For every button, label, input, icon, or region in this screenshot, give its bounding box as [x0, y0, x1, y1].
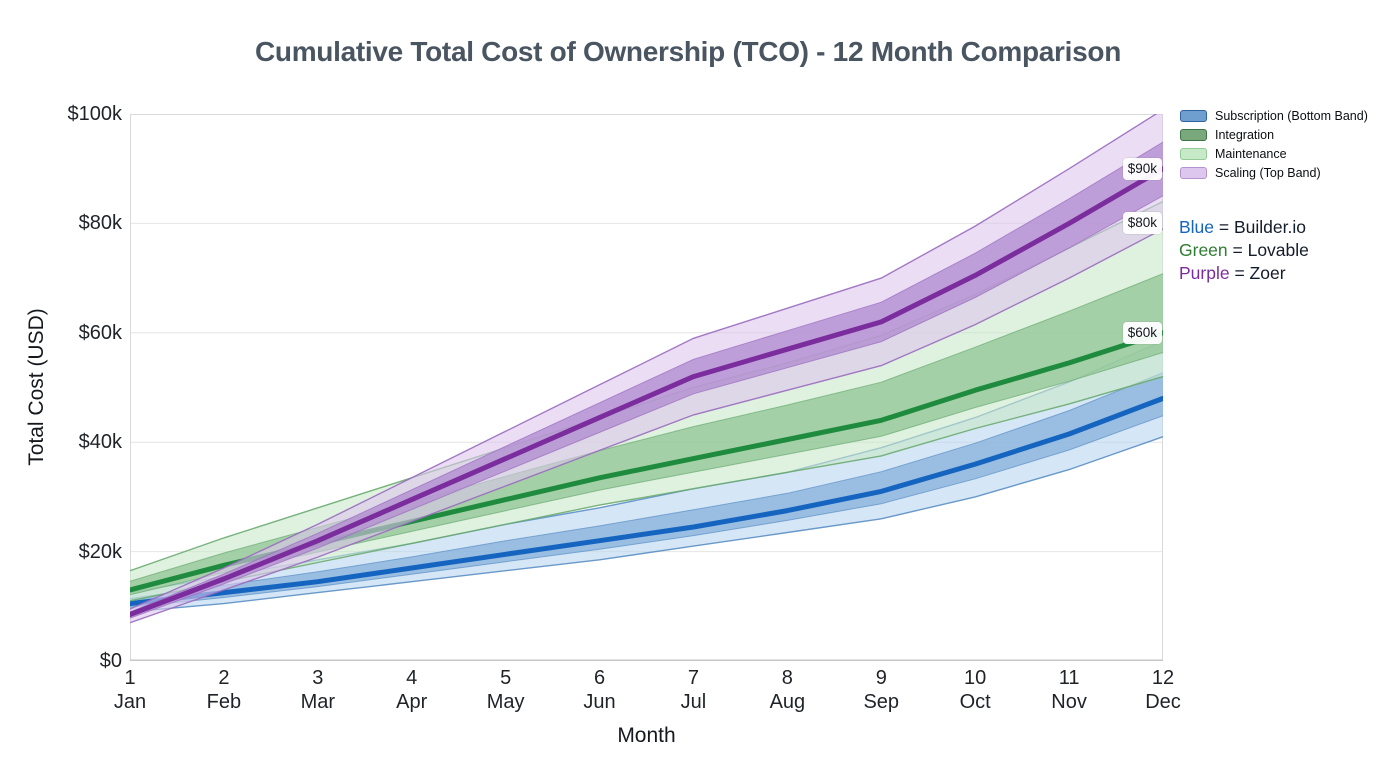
x-tick-number: 6 — [593, 667, 606, 689]
x-tick-month: Jun — [583, 691, 616, 713]
legend-label: Scaling (Top Band) — [1215, 165, 1321, 180]
x-tick-month: Jan — [113, 691, 147, 713]
x-tick-label: 10 Oct — [930, 666, 1020, 714]
series-blue-inner-top-edge — [130, 372, 1163, 600]
x-tick-number: 5 — [500, 667, 512, 689]
x-tick-number: 3 — [312, 667, 324, 689]
series-purple-outer-band — [130, 114, 1163, 623]
x-tick-month: Dec — [1145, 691, 1181, 713]
x-tick-label: 9 Sep — [836, 666, 926, 714]
x-tick-month: May — [486, 691, 525, 713]
chart-title: Cumulative Total Cost of Ownership (TCO)… — [254, 36, 1121, 67]
legend-label: Integration — [1215, 127, 1275, 142]
x-tick-month: Jul — [680, 691, 707, 713]
y-tick-label: $0 — [99, 650, 122, 672]
series-blue-center-line — [130, 395, 1163, 607]
legend-label: Subscription (Bottom Band) — [1215, 108, 1368, 123]
x-tick-label: 7 Jul — [648, 666, 738, 714]
series-blue-bottom-edge — [130, 436, 1163, 613]
x-tick-month: Feb — [206, 691, 242, 713]
vendor-color-key: Blue = Builder.io Green = Lovable Purple =… — [1179, 216, 1309, 285]
key-product: = Builder.io — [1214, 217, 1306, 237]
band-legend: Subscription (Bottom Band) Integration Mai… — [1180, 106, 1368, 182]
y-axis-tick-labels: $0 $20k $40k $60k $80k $100k — [0, 0, 123, 768]
series-purple-inner-top-edge — [130, 141, 1163, 613]
x-tick-label: 1 Jan — [85, 666, 175, 714]
y-tick-label: $80k — [78, 212, 122, 235]
x-tick-label: 3 Mar — [273, 666, 363, 714]
x-tick-label: 12 Dec — [1118, 666, 1208, 714]
x-tick-label: 11 Nov — [1024, 666, 1114, 714]
x-tick-number: 10 — [964, 667, 987, 689]
x-tick-number: 1 — [124, 667, 136, 689]
x-axis-title: Month — [617, 724, 676, 747]
x-tick-label: 4 Apr — [367, 666, 457, 714]
x-tick-month: Oct — [959, 691, 991, 713]
series-blue-inner-bottom-edge — [130, 415, 1163, 608]
legend-swatch-icon — [1180, 109, 1207, 122]
legend-item: Subscription (Bottom Band) — [1180, 106, 1368, 125]
y-tick-label: $60k — [78, 321, 122, 344]
legend-item: Maintenance — [1180, 144, 1368, 163]
x-tick-label: 2 Feb — [179, 666, 269, 714]
legend-swatch-icon — [1180, 166, 1207, 179]
x-tick-month: Sep — [863, 691, 900, 713]
key-product: = Zoer — [1229, 263, 1286, 283]
key-row: Purple = Zoer — [1179, 262, 1309, 285]
x-tick-month: Aug — [769, 691, 806, 713]
legend-label: Maintenance — [1215, 146, 1287, 161]
key-row: Blue = Builder.io — [1179, 216, 1309, 239]
x-tick-number: 4 — [406, 667, 418, 689]
x-tick-number: 2 — [218, 667, 230, 689]
series-purple-bottom-edge — [130, 228, 1163, 624]
series-purple-top-edge — [130, 114, 1158, 610]
x-tick-month: Apr — [396, 691, 428, 713]
x-tick-number: 7 — [687, 667, 700, 689]
x-tick-label: 5 May — [461, 666, 551, 714]
x-tick-number: 12 — [1151, 667, 1175, 689]
key-row: Green = Lovable — [1179, 239, 1309, 262]
chart-plot-svg — [130, 114, 1163, 661]
series-green-bottom-edge — [130, 375, 1163, 602]
y-tick-label: $20k — [78, 540, 122, 563]
key-color-word: Purple — [1179, 263, 1230, 283]
x-tick-number: 8 — [781, 667, 793, 689]
x-tick-month: Nov — [1051, 691, 1087, 713]
x-tick-number: 11 — [1058, 667, 1080, 689]
legend-item: Integration — [1180, 125, 1368, 144]
x-tick-month: Mar — [300, 691, 336, 713]
series-purple-inner-band — [130, 142, 1163, 619]
x-tick-label: 8 Aug — [742, 666, 832, 714]
y-tick-label: $100k — [67, 103, 123, 125]
plot-area — [130, 114, 1163, 661]
x-tick-label: 6 Jun — [555, 666, 645, 714]
legend-swatch-icon — [1180, 147, 1207, 160]
key-color-word: Blue — [1179, 217, 1215, 237]
key-product: = Lovable — [1227, 240, 1309, 260]
y-tick-label: $40k — [78, 431, 122, 454]
series-purple-inner-bottom-edge — [130, 195, 1163, 619]
legend-swatch-icon — [1180, 128, 1207, 141]
series-purple-center-line — [130, 166, 1163, 617]
key-color-word: Green — [1179, 240, 1228, 260]
legend-item: Scaling (Top Band) — [1180, 163, 1368, 182]
x-tick-number: 9 — [875, 667, 887, 689]
